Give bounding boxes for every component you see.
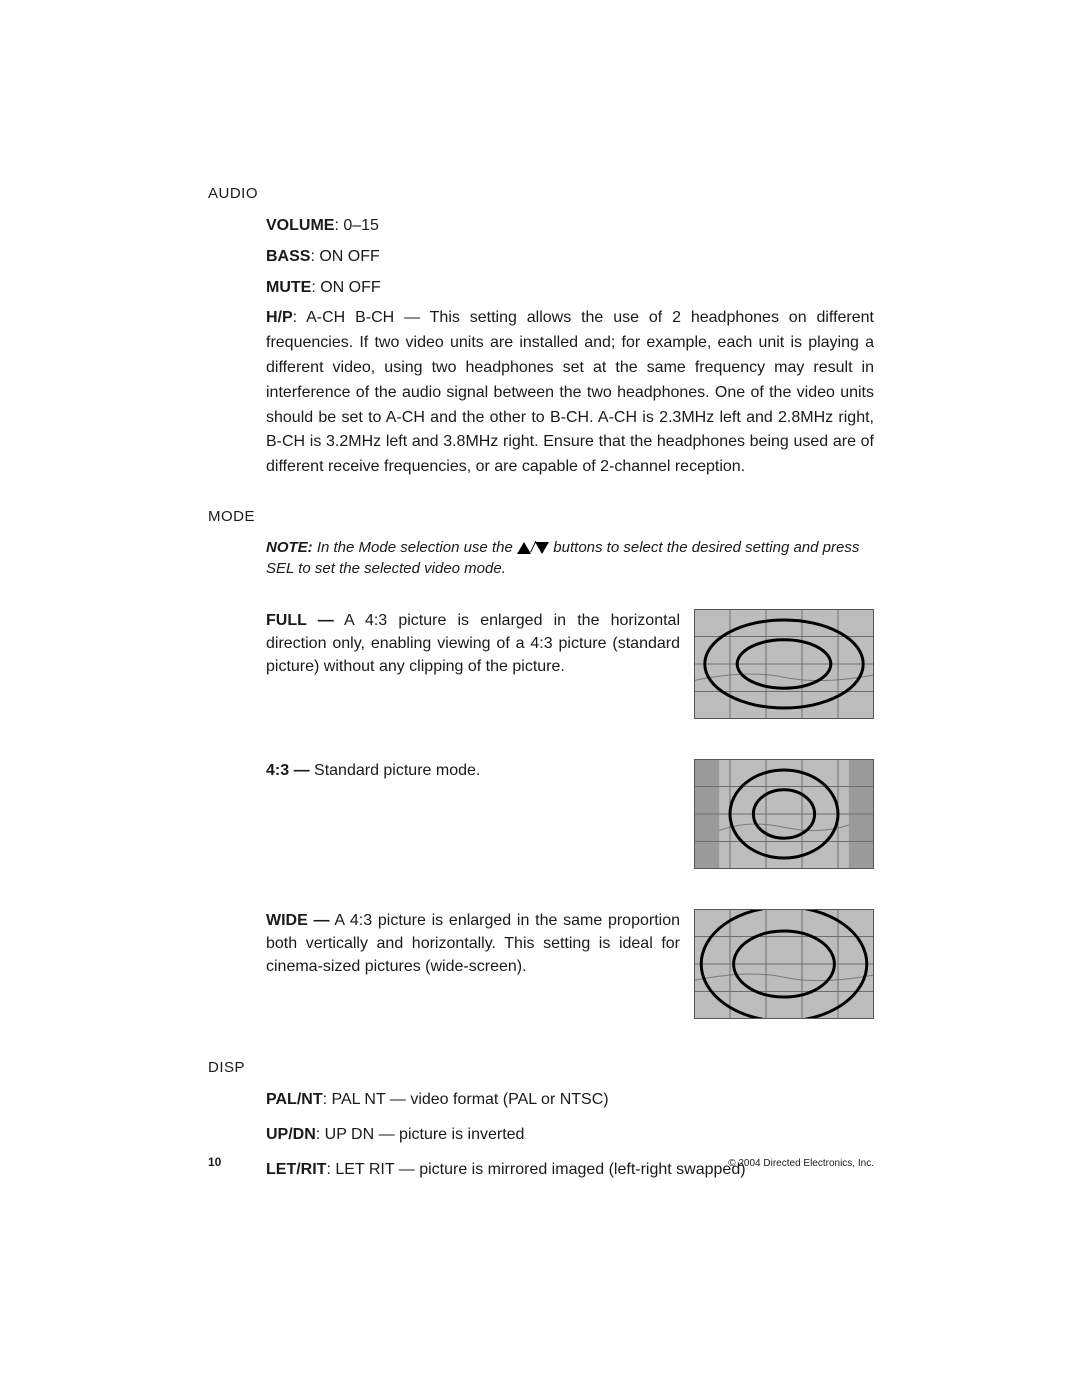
mute-key: MUTE: [266, 279, 311, 296]
mode-item: 4:3 — Standard picture mode.: [266, 759, 874, 869]
audio-heading: AUDIO: [208, 185, 874, 202]
volume-key: VOLUME: [266, 217, 334, 234]
mute-line: MUTE: ON OFF: [266, 276, 874, 301]
volume-value: : 0–15: [334, 217, 378, 234]
mode-note: NOTE: In the Mode selection use the / bu…: [266, 537, 874, 579]
mode-item-key: 4:3 —: [266, 762, 310, 779]
mode-item-text: WIDE — A 4:3 picture is enlarged in the …: [266, 909, 680, 979]
triangle-up-icon: [517, 542, 531, 554]
mode-item-text: FULL — A 4:3 picture is enlarged in the …: [266, 609, 680, 679]
mode-item: FULL — A 4:3 picture is enlarged in the …: [266, 609, 874, 719]
disp-value: : UP DN — picture is inverted: [316, 1126, 525, 1143]
disp-line: PAL/NT: PAL NT — video format (PAL or NT…: [266, 1088, 874, 1113]
disp-key: UP/DN: [266, 1126, 316, 1143]
mode-heading: MODE: [208, 508, 874, 525]
bass-key: BASS: [266, 248, 310, 265]
mute-value: : ON OFF: [311, 279, 380, 296]
disp-value: : PAL NT — video format (PAL or NTSC): [323, 1091, 609, 1108]
mode-item-key: FULL —: [266, 612, 334, 629]
mode-item-key: WIDE —: [266, 912, 330, 929]
page-footer: 10 © 2004 Directed Electronics, Inc.: [208, 1155, 874, 1169]
bass-value: : ON OFF: [310, 248, 379, 265]
volume-line: VOLUME: 0–15: [266, 214, 874, 239]
hp-key: H/P: [266, 309, 293, 326]
page-content: AUDIO VOLUME: 0–15 BASS: ON OFF MUTE: ON…: [208, 185, 874, 1192]
aspect-diagram: [694, 609, 874, 719]
copyright: © 2004 Directed Electronics, Inc.: [728, 1158, 874, 1169]
note-pre: In the Mode selection use the: [313, 539, 517, 556]
audio-body: VOLUME: 0–15 BASS: ON OFF MUTE: ON OFF H…: [266, 214, 874, 480]
triangle-down-icon: [535, 542, 549, 554]
page-number: 10: [208, 1155, 221, 1169]
disp-key: PAL/NT: [266, 1091, 323, 1108]
hp-value: : A-CH B-CH — This setting allows the us…: [266, 309, 874, 475]
mode-item-desc: Standard picture mode.: [310, 762, 481, 779]
hp-paragraph: H/P: A-CH B-CH — This setting allows the…: [266, 306, 874, 480]
mode-item: WIDE — A 4:3 picture is enlarged in the …: [266, 909, 874, 1019]
mode-item-text: 4:3 — Standard picture mode.: [266, 759, 680, 782]
mode-section: MODE NOTE: In the Mode selection use the…: [208, 508, 874, 1019]
note-label: NOTE:: [266, 539, 313, 556]
aspect-diagram: [694, 909, 874, 1019]
bass-line: BASS: ON OFF: [266, 245, 874, 270]
disp-heading: DISP: [208, 1059, 874, 1076]
aspect-diagram: [694, 759, 874, 869]
disp-line: UP/DN: UP DN — picture is inverted: [266, 1123, 874, 1148]
